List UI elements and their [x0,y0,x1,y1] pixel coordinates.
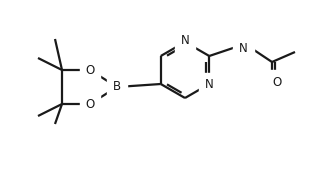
Text: N: N [239,41,247,55]
Text: N: N [181,35,189,47]
Text: O: O [85,64,95,76]
Text: O: O [272,75,282,89]
Text: H: H [241,36,249,46]
Text: B: B [113,80,121,94]
Text: O: O [85,98,95,111]
Text: N: N [205,79,214,92]
